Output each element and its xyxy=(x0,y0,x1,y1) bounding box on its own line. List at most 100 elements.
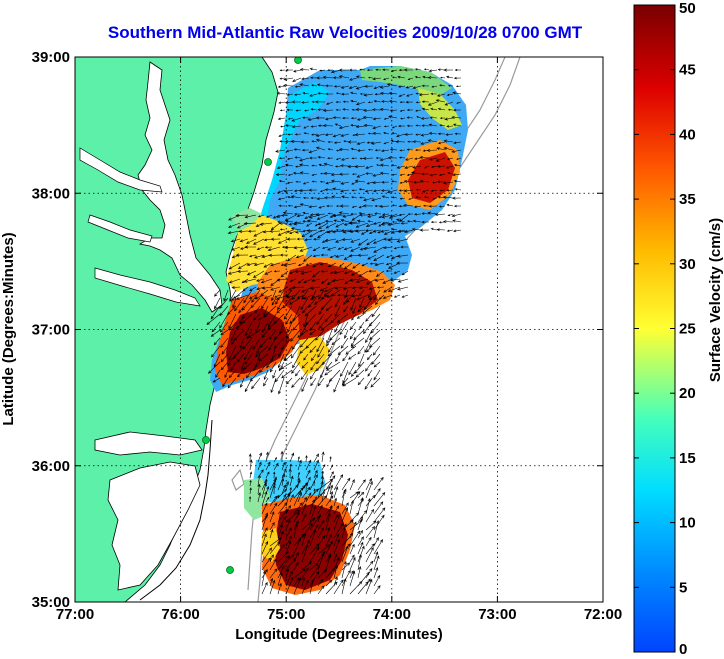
velocity-arrow xyxy=(310,361,317,371)
velocity-arrow xyxy=(434,213,446,217)
velocity-arrow xyxy=(333,219,342,223)
velocity-arrow xyxy=(365,525,376,539)
velocity-arrow xyxy=(352,173,358,176)
velocity-arrow xyxy=(407,77,414,81)
velocity-arrow xyxy=(299,68,310,72)
velocity-arrow xyxy=(286,181,294,184)
velocity-arrow xyxy=(335,254,345,258)
velocity-arrow xyxy=(373,289,381,301)
velocity-arrow xyxy=(284,140,294,143)
velocity-arrow xyxy=(359,321,365,329)
velocity-arrow xyxy=(293,568,306,579)
velocity-arrow xyxy=(403,203,414,208)
velocity-arrow xyxy=(319,69,326,72)
velocity-arrow xyxy=(366,238,377,246)
velocity-arrow xyxy=(301,513,307,523)
velocity-arrow xyxy=(315,138,326,143)
velocity-arrow xyxy=(277,353,285,369)
velocity-arrow xyxy=(300,321,309,337)
velocity-arrow xyxy=(280,125,286,128)
velocity-arrow xyxy=(284,246,297,250)
velocity-arrow xyxy=(333,538,341,555)
velocity-arrow xyxy=(424,196,430,199)
velocity-arrow xyxy=(431,165,438,168)
velocity-arrow xyxy=(222,377,229,388)
velocity-arrow xyxy=(293,205,302,209)
velocity-arrow xyxy=(430,227,438,231)
velocity-arrow xyxy=(220,353,229,363)
velocity-arrow xyxy=(382,237,393,241)
velocity-arrow xyxy=(411,171,422,175)
velocity-arrow xyxy=(373,246,385,253)
velocity-arrow xyxy=(341,545,349,563)
velocity-arrow xyxy=(285,163,294,167)
velocity-arrow xyxy=(332,116,342,120)
velocity-arrow xyxy=(235,294,249,300)
velocity-arrow xyxy=(301,486,311,499)
velocity-arrow xyxy=(277,508,288,523)
velocity-arrow xyxy=(280,270,289,278)
velocity-arrow xyxy=(285,509,301,523)
velocity-arrow xyxy=(310,213,318,216)
velocity-arrow xyxy=(285,557,297,571)
velocity-arrow xyxy=(277,582,282,595)
velocity-arrow xyxy=(351,181,358,185)
velocity-arrow xyxy=(287,204,294,207)
velocity-arrow xyxy=(438,205,446,208)
velocity-arrow xyxy=(277,565,285,579)
velocity-arrow xyxy=(386,83,398,87)
velocity-arrow xyxy=(221,345,229,355)
velocity-arrow xyxy=(293,222,305,226)
velocity-arrow xyxy=(375,270,385,277)
velocity-arrow xyxy=(366,141,374,144)
velocity-arrow xyxy=(304,238,313,242)
velocity-arrow xyxy=(373,507,386,523)
velocity-arrow xyxy=(428,132,438,135)
velocity-arrow xyxy=(317,230,329,239)
velocity-arrow xyxy=(332,187,342,191)
velocity-arrow xyxy=(373,501,384,515)
velocity-arrow xyxy=(206,313,221,325)
velocity-arrow xyxy=(238,229,249,233)
velocity-arrow xyxy=(367,214,377,218)
velocity-arrow xyxy=(398,85,406,88)
velocity-arrow xyxy=(256,286,265,290)
velocity-arrow xyxy=(261,286,273,290)
velocity-arrow xyxy=(312,254,321,258)
velocity-arrow xyxy=(333,377,341,393)
velocity-arrow xyxy=(365,477,372,491)
velocity-arrow xyxy=(350,238,361,243)
velocity-arrow xyxy=(383,77,390,81)
velocity-arrow xyxy=(271,289,277,302)
velocity-arrow xyxy=(456,157,462,160)
velocity-arrow xyxy=(356,294,369,301)
velocity-arrow xyxy=(343,305,349,313)
x-axis-ticks: 77:00 76:00 75:00 74:00 73:00 72:00 xyxy=(56,57,622,623)
velocity-arrow xyxy=(288,222,297,226)
velocity-arrow xyxy=(388,115,398,119)
velocity-arrow xyxy=(312,270,321,278)
colorbar-tick-label: 30 xyxy=(679,256,696,273)
velocity-arrow xyxy=(381,195,390,199)
velocity-arrow xyxy=(245,238,257,244)
velocity-arrow xyxy=(447,172,454,175)
velocity-arrow xyxy=(420,133,430,137)
velocity-arrow xyxy=(301,561,313,571)
velocity-arrow xyxy=(367,213,374,216)
velocity-arrow xyxy=(325,305,333,312)
velocity-arrow xyxy=(241,297,253,311)
velocity-arrow xyxy=(244,353,253,365)
velocity-arrow xyxy=(326,204,333,208)
velocity-arrow xyxy=(350,91,358,95)
y-tick-label: 38:00 xyxy=(32,185,70,202)
velocity-arrow xyxy=(210,329,221,337)
velocity-arrow xyxy=(309,156,317,160)
velocity-arrow xyxy=(261,502,268,515)
velocity-arrow xyxy=(428,204,438,208)
velocity-arrow xyxy=(383,246,393,250)
velocity-arrow xyxy=(453,141,462,145)
velocity-arrow xyxy=(303,132,310,135)
velocity-arrow xyxy=(338,125,350,130)
velocity-arrow xyxy=(364,377,373,390)
